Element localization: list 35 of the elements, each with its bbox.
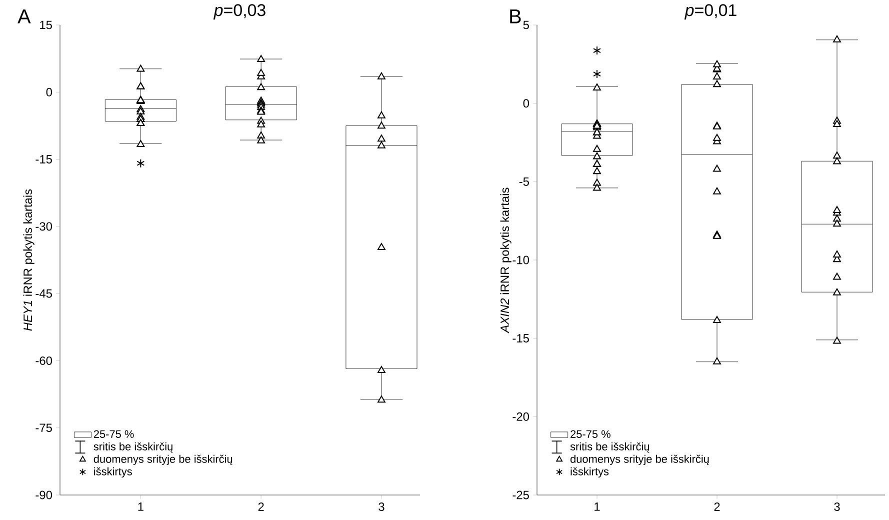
y-tick-label: -75 [36, 424, 52, 432]
text: B [510, 10, 521, 24]
y-tick-label: -25 [512, 490, 529, 500]
annotation: sritis be išskirčių [570, 442, 650, 453]
y-tick-label: -5 [519, 178, 529, 186]
y-tick-label: 15 [40, 20, 52, 30]
y-tick-label: 5 [523, 20, 529, 30]
x-tick-label: 3 [378, 502, 384, 511]
y-tick-label: -20 [512, 412, 530, 421]
chart-title: p=0,03 [213, 4, 266, 20]
y-axis-title: HEY1 iRNR pokytis kartais [23, 189, 34, 331]
legend-label: 25-75 % [94, 430, 134, 438]
y-tick-label: 0 [523, 99, 530, 108]
legend-label: išskirtys [94, 467, 132, 478]
annotation: sritis be išskirčių [94, 442, 173, 453]
x-tick-label: 2 [714, 502, 720, 511]
y-tick-label: -15 [512, 334, 529, 342]
x-tick-label: 1 [138, 502, 144, 511]
legend-label: išskirtys [570, 467, 609, 478]
x-tick-label: 3 [834, 502, 840, 511]
y-tick-label: -45 [36, 289, 52, 298]
y-tick-label: 0 [46, 88, 52, 96]
legend-label: 25-75 % [570, 430, 610, 438]
chart-title: p=0,01 [684, 4, 736, 20]
legend-label: duomenys srityje be išskirčių [94, 454, 232, 466]
y-tick-label: -10 [512, 256, 530, 264]
legend-label: duomenys srityje be išskirčių [570, 454, 709, 466]
text: A [18, 10, 31, 24]
y-axis-title: AXIN2 iRNR pokytis kartais [500, 188, 512, 334]
y-tick-label: -90 [36, 490, 52, 500]
y-tick-label: -60 [36, 356, 52, 365]
x-tick-label: 1 [594, 502, 600, 511]
y-tick-label: -15 [36, 155, 52, 164]
y-tick-label: -30 [36, 222, 52, 231]
x-tick-label: 2 [258, 502, 264, 511]
